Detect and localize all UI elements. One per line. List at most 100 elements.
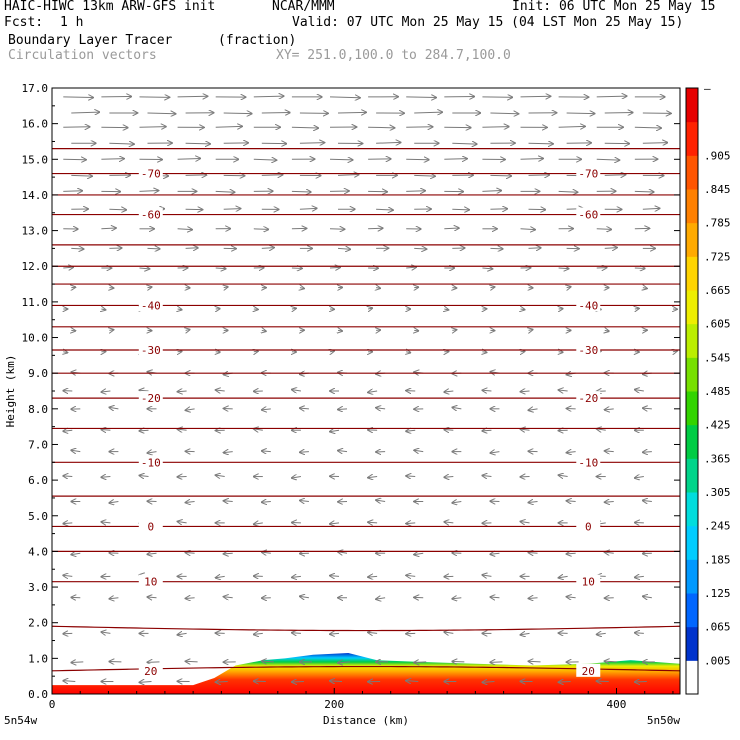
vector-arrow [406, 575, 416, 576]
vector-arrow [444, 632, 454, 633]
colorbar-segment [686, 88, 698, 123]
colorbar-label: .845 [704, 183, 731, 196]
vector-arrow [368, 632, 378, 633]
vector-arrow [330, 633, 340, 634]
y-tick-label: 12.0 [22, 260, 49, 273]
contour-label-2-1: 0 [585, 520, 592, 533]
vector-arrow [596, 159, 620, 160]
vector-arrow [109, 502, 119, 503]
vector-arrow [63, 476, 73, 477]
y-tick-label: 1.0 [28, 652, 48, 665]
vector-arrow [406, 267, 416, 268]
vector-arrow [444, 228, 458, 229]
vector-arrow [605, 552, 614, 553]
vector-arrow [101, 632, 111, 633]
vector-arrow [452, 143, 476, 144]
colorbar-segment [686, 593, 698, 628]
contour-label-bg [576, 391, 601, 405]
vector-arrow [635, 390, 644, 391]
vector-arrow [147, 553, 157, 554]
contour-label-8-0: -70 [141, 168, 161, 181]
colorbar-segment [686, 357, 698, 392]
vector-arrow [406, 352, 410, 353]
vector-arrow [224, 501, 233, 502]
vector-arrow [368, 576, 378, 577]
contour-label-bg [576, 343, 601, 357]
contour-label-0-0: 20 [144, 665, 157, 678]
vector-arrow [642, 208, 660, 209]
vector-label: Circulation vectors [8, 48, 157, 63]
vector-arrow [605, 502, 614, 503]
vector-arrow [330, 430, 340, 431]
colorbar-segment [686, 424, 698, 459]
vector-arrow [178, 391, 187, 392]
colorbar-segment [686, 391, 698, 426]
contour-label-bg [138, 391, 163, 405]
vector-arrow [224, 287, 228, 288]
vector-arrow [444, 430, 454, 431]
vector-arrow [300, 408, 309, 409]
vector-arrow [452, 407, 462, 408]
vector-arrow [558, 191, 578, 192]
temperature-contours: 20 20 10 10 0 0 -10 -10 -20 -20 -30 -30 -40 -40 -60 -60… [51, 148, 681, 678]
vector-arrow [368, 228, 382, 229]
vector-arrow [292, 576, 301, 577]
vector-arrow [216, 682, 228, 683]
y-tick-label: 0.0 [28, 688, 48, 701]
contour-label-5-0: -30 [141, 344, 161, 357]
vector-arrow [558, 268, 569, 269]
vector-arrow [262, 451, 271, 452]
vector-arrow [376, 209, 393, 210]
colorbar-segment [686, 458, 698, 493]
contour-line-1 [51, 625, 681, 632]
vector-arrow [101, 477, 111, 478]
vector-arrow [521, 429, 530, 430]
vector-arrow [101, 228, 115, 229]
vector-arrow [63, 352, 67, 353]
vector-arrow [254, 351, 258, 352]
vector-arrow [406, 191, 425, 192]
y-tick-label: 4.0 [28, 545, 48, 558]
vector-arrow [635, 477, 644, 478]
vector-arrow [368, 391, 378, 392]
vector-arrow [337, 174, 359, 175]
vector-arrow [520, 96, 551, 97]
vector-arrow [521, 633, 530, 634]
vector-arrow [71, 662, 84, 663]
vector-arrow [186, 330, 190, 331]
vector-arrow [253, 229, 268, 230]
vector-arrow [330, 681, 343, 682]
init-time: Init: 06 UTC Mon 25 May 15 [512, 0, 716, 14]
vector-arrow [482, 476, 492, 477]
vector-arrow [139, 268, 149, 269]
contour-label-bg [138, 298, 163, 312]
vector-arrow [178, 309, 182, 310]
vector-arrow [414, 553, 424, 554]
vector-arrow [376, 288, 380, 289]
vector-arrow [414, 248, 426, 249]
colorbar-label: .725 [704, 250, 731, 263]
vector-arrow [330, 523, 340, 524]
vector-arrow [482, 352, 486, 353]
vector-arrow [109, 407, 119, 408]
vector-arrow [414, 662, 427, 663]
vector-arrow [101, 522, 111, 523]
vector-arrow [528, 143, 553, 144]
contour-label-1-0: 10 [144, 576, 157, 589]
vector-arrow [482, 390, 492, 391]
model-title: HAIC-HIWC 13km ARW-GFS init [4, 0, 216, 14]
xy-label: XY= 251.0,100.0 to 284.7,100.0 [276, 48, 511, 63]
vector-arrow [567, 452, 576, 453]
x-tick-label: 400 [607, 698, 627, 711]
vector-arrow [63, 681, 76, 682]
vector-arrow [299, 143, 324, 144]
vector-arrow [529, 661, 541, 662]
vector-arrow [63, 523, 73, 524]
vector-arrow [177, 96, 208, 97]
contour-label-0-1: 20 [582, 665, 595, 678]
vector-arrow [215, 268, 226, 269]
colorbar-segment [686, 626, 698, 661]
contour-label-6-1: -40 [578, 299, 598, 312]
contour-label-bg [576, 455, 601, 469]
colorbar-segment-white [686, 660, 698, 694]
